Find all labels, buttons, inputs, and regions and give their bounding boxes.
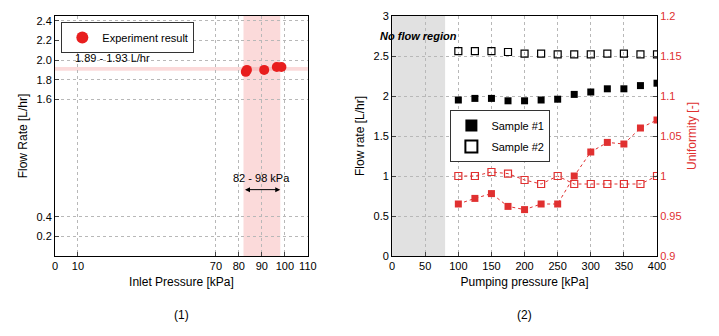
- svg-text:Pumping pressure [kPa]: Pumping pressure [kPa]: [461, 275, 589, 289]
- svg-text:1.89 - 1.93 L/hr: 1.89 - 1.93 L/hr: [75, 52, 150, 64]
- svg-text:2.5: 2.5: [374, 50, 389, 62]
- svg-text:Flow Rate [L/hr]: Flow Rate [L/hr]: [16, 94, 30, 179]
- svg-text:350: 350: [615, 260, 633, 272]
- svg-text:0.4: 0.4: [37, 211, 52, 223]
- svg-text:0.2: 0.2: [37, 230, 52, 242]
- svg-text:Sample #2: Sample #2: [491, 141, 544, 153]
- svg-text:Inlet Pressure [kPa]: Inlet Pressure [kPa]: [129, 275, 234, 289]
- svg-text:Uniformity [-]: Uniformity [-]: [685, 102, 699, 170]
- svg-text:Sample #1: Sample #1: [491, 120, 544, 132]
- svg-text:0.95: 0.95: [660, 210, 681, 222]
- svg-text:2.0: 2.0: [37, 54, 52, 66]
- svg-text:0: 0: [389, 260, 395, 272]
- svg-text:No flow region: No flow region: [380, 30, 457, 42]
- svg-text:400: 400: [648, 260, 666, 272]
- svg-text:1.6: 1.6: [37, 93, 52, 105]
- svg-text:80: 80: [233, 260, 245, 272]
- svg-text:90: 90: [256, 260, 268, 272]
- svg-text:82 - 98 kPa: 82 - 98 kPa: [233, 172, 290, 184]
- svg-text:(2): (2): [517, 308, 532, 322]
- svg-text:0.9: 0.9: [660, 250, 675, 262]
- svg-text:10: 10: [72, 260, 84, 272]
- svg-text:Experiment result: Experiment result: [102, 32, 188, 44]
- svg-text:1.5: 1.5: [374, 130, 389, 142]
- svg-text:(1): (1): [174, 308, 189, 322]
- svg-text:3: 3: [383, 10, 389, 22]
- svg-text:0: 0: [52, 260, 58, 272]
- svg-text:100: 100: [276, 260, 294, 272]
- svg-text:250: 250: [548, 260, 566, 272]
- svg-text:70: 70: [210, 260, 222, 272]
- svg-text:300: 300: [582, 260, 600, 272]
- svg-text:1.05: 1.05: [660, 130, 681, 142]
- svg-text:0: 0: [383, 250, 389, 262]
- svg-text:0.5: 0.5: [374, 210, 389, 222]
- svg-text:1: 1: [383, 170, 389, 182]
- svg-text:Flow rate [L/hr]: Flow rate [L/hr]: [353, 96, 367, 176]
- svg-text:110: 110: [299, 260, 317, 272]
- svg-text:1: 1: [660, 170, 666, 182]
- svg-text:2: 2: [383, 90, 389, 102]
- svg-text:1.1: 1.1: [660, 90, 675, 102]
- svg-text:2.2: 2.2: [37, 34, 52, 46]
- svg-text:200: 200: [515, 260, 533, 272]
- svg-text:1.2: 1.2: [660, 10, 675, 22]
- svg-text:1.8: 1.8: [37, 74, 52, 86]
- svg-text:2.4: 2.4: [37, 15, 52, 27]
- svg-text:150: 150: [482, 260, 500, 272]
- svg-text:50: 50: [419, 260, 431, 272]
- svg-text:1.15: 1.15: [660, 50, 681, 62]
- svg-text:100: 100: [449, 260, 467, 272]
